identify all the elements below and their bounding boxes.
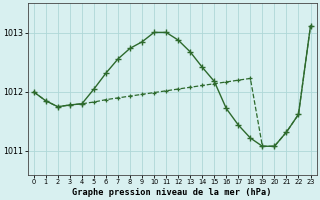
X-axis label: Graphe pression niveau de la mer (hPa): Graphe pression niveau de la mer (hPa) — [72, 188, 272, 197]
